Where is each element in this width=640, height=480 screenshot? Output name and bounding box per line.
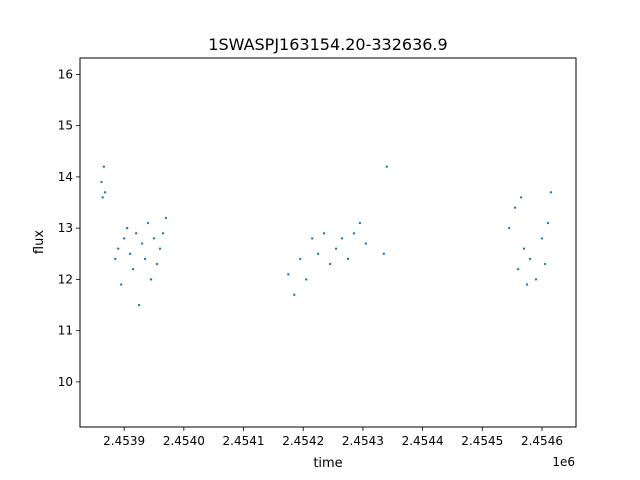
data-point [385,165,388,168]
data-points [100,165,553,307]
x-tick-label: 2.4539 [103,434,145,448]
data-point [152,237,156,240]
data-point [299,257,302,261]
data-point [540,237,544,240]
data-point [103,191,107,194]
data-point [146,221,150,225]
x-tick-label: 2.4541 [223,434,265,448]
data-point [519,196,523,199]
data-point [293,293,296,296]
x-tick-label: 2.4540 [163,434,205,448]
x-axis-ticks: 2.4539 2.4540 2.4541 2.4542 2.4543 2.4544 2.45… [103,427,563,448]
y-axis-ticks: 10 11 12 13 14 15 16 [58,67,80,389]
data-point [102,165,106,168]
data-point [131,267,135,271]
y-tick-label: 15 [58,119,73,133]
data-point [334,247,338,250]
x-tick-label: 2.4544 [402,434,444,448]
data-point [546,221,550,225]
x-tick-label: 2.4542 [282,434,324,448]
y-tick-label: 13 [58,221,73,235]
data-point [137,303,141,307]
data-point [310,237,314,240]
x-tick-label: 2.4543 [342,434,384,448]
data-point [114,257,117,261]
data-point [340,237,344,240]
data-point [516,267,520,271]
data-point [143,257,147,261]
data-point [364,242,368,245]
y-tick-label: 11 [58,324,73,338]
data-point [513,206,517,209]
data-point [149,278,153,281]
data-point [158,247,162,250]
data-point [122,237,126,240]
data-point [358,221,362,225]
y-axis-label: flux [32,230,47,254]
y-tick-label: 14 [58,170,73,184]
y-tick-label: 10 [58,375,73,389]
data-point [134,232,138,235]
data-point [155,262,159,266]
data-point [119,283,123,286]
data-point [161,232,165,235]
plot-area [79,57,577,428]
data-point [125,226,129,230]
data-point [101,196,104,199]
data-point [164,216,168,220]
data-point [305,278,308,281]
data-point [100,180,103,184]
y-tick-label: 12 [58,272,73,286]
data-point [507,226,511,230]
x-tick-label: 2.4546 [521,434,563,448]
data-point [117,247,120,250]
data-point [322,232,326,235]
axes-frame [79,57,577,428]
x-axis-label: time [313,456,342,471]
data-point [328,262,332,266]
data-point [316,252,320,255]
y-tick-label: 16 [58,67,73,81]
data-point [522,247,526,250]
data-point [382,252,386,255]
x-axis-offset-label: 1e6 [552,455,575,469]
data-point [128,252,132,255]
data-point [534,278,538,281]
data-point [287,273,290,276]
data-point [140,242,144,245]
data-point [528,257,532,261]
chart-title: 1SWASPJ163154.20-332636.9 [208,35,447,54]
data-point [543,262,547,266]
data-point [525,283,529,286]
x-tick-label: 2.4545 [461,434,503,448]
data-point [346,257,350,261]
data-point [352,232,356,235]
data-point [549,191,553,194]
